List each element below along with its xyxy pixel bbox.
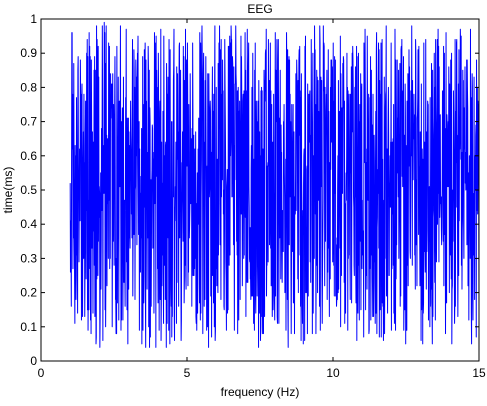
y-tick-label: 0.1: [20, 320, 37, 334]
y-tick-label: 0.4: [20, 217, 37, 231]
y-tick-label: 0.2: [20, 286, 37, 300]
y-axis-label: time(ms): [1, 167, 15, 214]
y-tick-label: 0.7: [20, 115, 37, 129]
x-tick-label: 15: [472, 366, 486, 380]
x-tick-label: 10: [326, 366, 340, 380]
x-tick-label: 5: [184, 366, 191, 380]
y-tick-label: 0.6: [20, 149, 37, 163]
x-axis-label: frequency (Hz): [221, 385, 300, 399]
x-tick-label: 0: [38, 366, 45, 380]
tick-layer: 0 5 10 15 0 0.1 0.2 0.3 0.4 0.5 0.6 0.7 0.8 0.9 1: [20, 12, 486, 380]
y-tick-label: 1: [30, 12, 37, 26]
y-tick-label: 0.9: [20, 46, 37, 60]
y-tick-label: 0: [30, 354, 37, 368]
series-line-0: [69, 21, 480, 348]
y-tick-label: 0.5: [20, 183, 37, 197]
chart-title: EEG: [247, 2, 272, 16]
y-tick-label: 0.3: [20, 251, 37, 265]
series-layer: [69, 21, 480, 348]
y-tick-label: 0.8: [20, 80, 37, 94]
